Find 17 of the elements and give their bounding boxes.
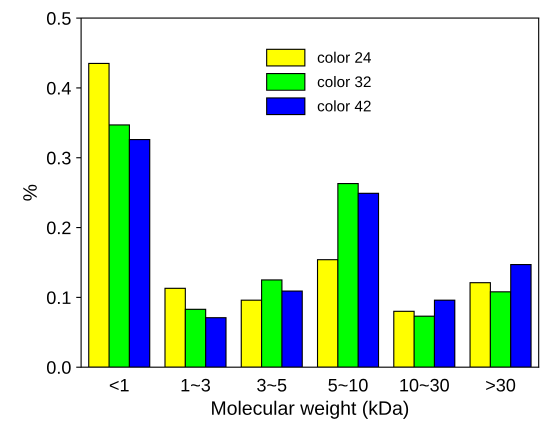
x-tick-label: <1 <box>110 378 129 392</box>
x-tick-label: 1~3 <box>182 378 210 392</box>
legend-label: color 24 <box>318 52 371 63</box>
x-tick-label: 5~10 <box>328 378 368 392</box>
y-tick-label: 0.4 <box>46 82 71 95</box>
y-tick-label: 0.5 <box>46 12 71 25</box>
y-axis-title: % <box>23 184 37 201</box>
y-tick-label: 0.3 <box>46 152 71 164</box>
x-tick-label: 10~30 <box>400 378 449 392</box>
y-tick-label: 0.2 <box>46 222 70 234</box>
legend-label: color 42 <box>318 100 371 112</box>
x-tick-label: 3~5 <box>257 378 286 392</box>
legend-label: color 32 <box>318 76 371 88</box>
x-tick-label: >30 <box>486 378 516 392</box>
y-tick-label: 0.0 <box>46 361 71 374</box>
y-tick-label: 0.1 <box>46 291 71 304</box>
x-axis-title: Molecular weight (kDa) <box>212 400 408 419</box>
